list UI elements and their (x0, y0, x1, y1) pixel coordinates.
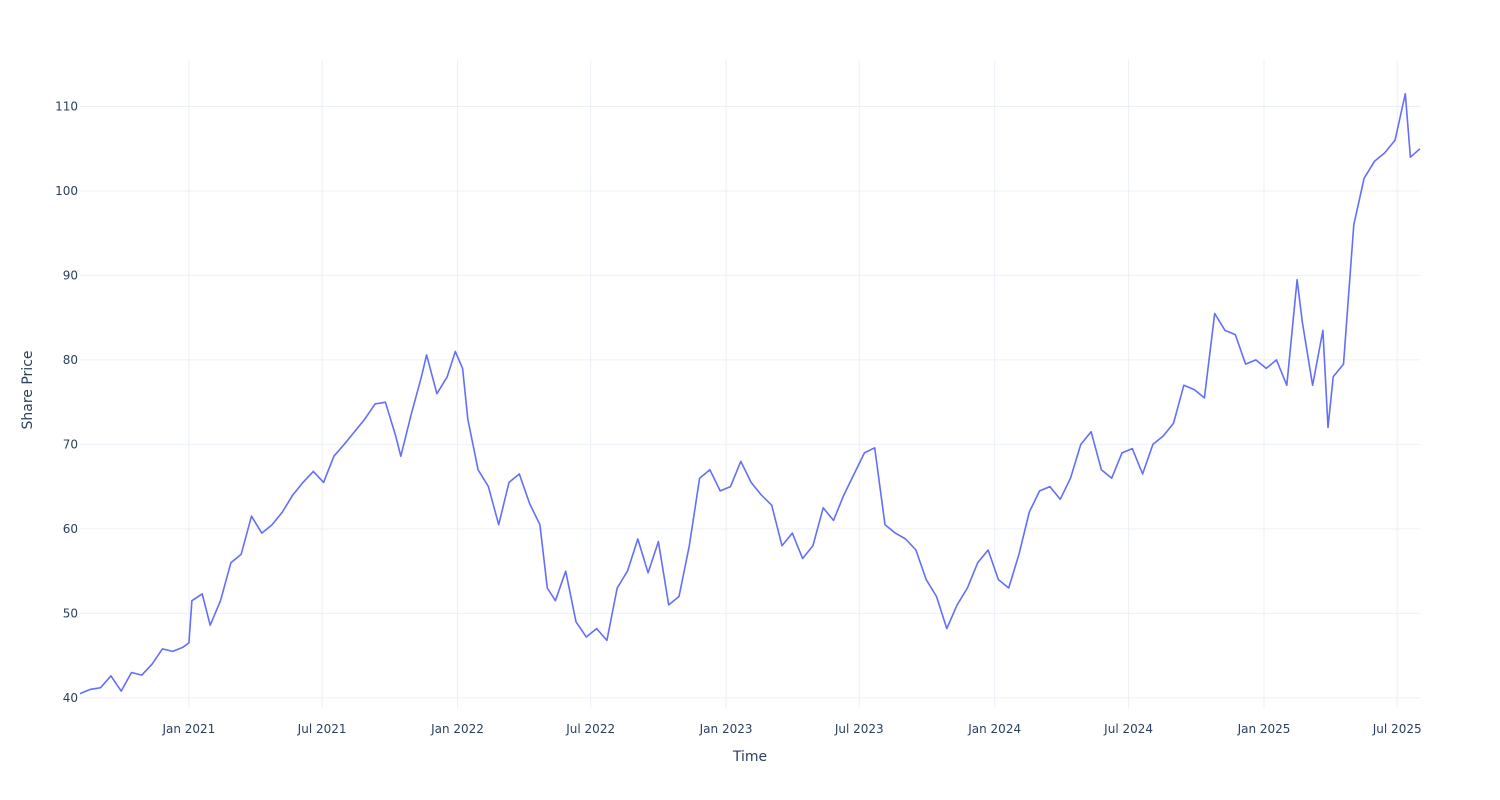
x-axis-title: Time (732, 749, 767, 765)
y-tick-label: 90 (63, 268, 78, 282)
y-tick-label: 60 (63, 522, 78, 536)
y-tick-label: 80 (63, 353, 78, 367)
x-tick-label: Jan 2025 (1237, 722, 1291, 736)
x-tick-label: Jul 2024 (1103, 722, 1153, 736)
x-tick-label: Jul 2022 (565, 722, 615, 736)
x-axis-ticks: Jan 2021 Jul 2021 Jan 2022 Jul 2022 Jan 2023… (161, 722, 1421, 736)
x-tick-label: Jan 2021 (161, 722, 215, 736)
share-price-line (79, 93, 1421, 695)
x-tick-label: Jan 2022 (430, 722, 484, 736)
x-tick-label: Jan 2023 (699, 722, 753, 736)
x-tick-label: Jul 2021 (297, 722, 347, 736)
x-tick-label: Jul 2023 (834, 722, 884, 736)
y-tick-label: 70 (63, 437, 78, 451)
y-axis-ticks: 40 50 60 70 80 90 100 110 (55, 99, 78, 704)
y-axis-title: Share Price (20, 350, 36, 429)
y-tick-label: 110 (55, 99, 78, 113)
y-tick-label: 40 (63, 691, 78, 705)
y-tick-label: 50 (63, 606, 78, 620)
y-tick-label: 100 (55, 184, 78, 198)
x-tick-label: Jul 2025 (1372, 722, 1422, 736)
x-tick-label: Jan 2024 (967, 722, 1021, 736)
x-gridlines (188, 60, 1398, 708)
series-layer (79, 93, 1421, 695)
y-gridlines (80, 105, 1420, 699)
